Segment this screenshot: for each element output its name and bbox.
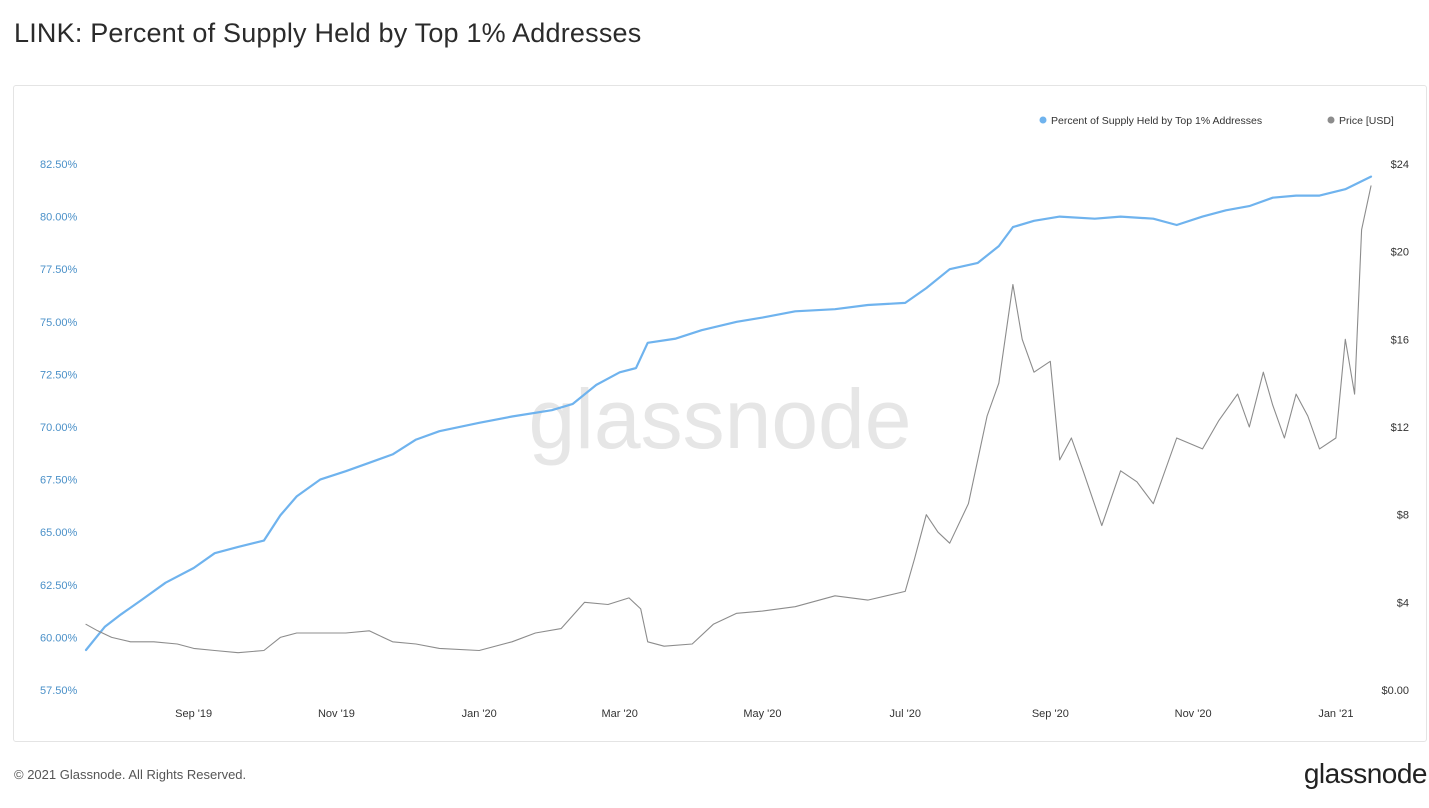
left-tick-label: 77.50%	[40, 264, 78, 276]
x-tick-label: Sep '19	[175, 708, 212, 720]
x-tick-label: Jan '21	[1318, 708, 1353, 720]
right-tick-label: $0.00	[1381, 685, 1409, 697]
x-tick-label: May '20	[743, 708, 781, 720]
right-tick-label: $8	[1397, 510, 1409, 522]
right-tick-label: $16	[1391, 334, 1409, 346]
x-tick-label: Jul '20	[889, 708, 920, 720]
x-axis: Sep '19 Nov '19 Jan '20 Mar '20 May '20 Jul '…	[175, 708, 1353, 720]
glassnode-logo[interactable]: glassnode	[1303, 758, 1428, 789]
right-axis: $0.00 $4 $8 $12 $16 $20 $24	[1381, 159, 1409, 697]
left-tick-label: 80.00%	[40, 212, 78, 224]
left-axis: 57.50% 60.00% 62.50% 65.00% 67.50% 70.00% 72.5…	[40, 159, 78, 697]
left-tick-label: 60.00%	[40, 632, 78, 644]
chart-frame: glassnode Percent of Supply Held by Top …	[13, 85, 1427, 742]
chart-svg: glassnode Percent of Supply Held by Top …	[40, 115, 1409, 720]
legend-item-supply[interactable]: Percent of Supply Held by Top 1% Address…	[1039, 115, 1263, 127]
x-tick-label: Jan '20	[462, 708, 497, 720]
price-series-line	[85, 185, 1372, 654]
legend-label-supply: Percent of Supply Held by Top 1% Address…	[1051, 115, 1262, 127]
page-title: LINK: Percent of Supply Held by Top 1% A…	[14, 18, 642, 48]
left-tick-label: 65.00%	[40, 527, 78, 539]
x-tick-label: Sep '20	[1032, 708, 1069, 720]
supply-series-line	[84, 175, 1373, 652]
right-tick-label: $4	[1397, 597, 1409, 609]
left-tick-label: 62.50%	[40, 580, 78, 592]
watermark: glassnode	[529, 372, 912, 466]
x-tick-label: Mar '20	[601, 708, 637, 720]
right-tick-label: $24	[1391, 159, 1409, 171]
x-tick-label: Nov '19	[318, 708, 355, 720]
left-tick-label: 75.00%	[40, 317, 78, 329]
right-tick-label: $12	[1391, 422, 1409, 434]
left-tick-label: 72.50%	[40, 369, 78, 381]
legend-marker-price	[1327, 116, 1335, 124]
legend: Percent of Supply Held by Top 1% Address…	[1039, 115, 1394, 127]
left-tick-label: 57.50%	[40, 685, 78, 697]
left-tick-label: 82.50%	[40, 159, 78, 171]
x-tick-label: Nov '20	[1175, 708, 1212, 720]
right-tick-label: $20	[1391, 247, 1409, 259]
legend-label-price: Price [USD]	[1339, 115, 1394, 127]
left-tick-label: 67.50%	[40, 475, 78, 487]
legend-marker-supply	[1039, 116, 1047, 124]
series-layer	[84, 175, 1373, 654]
legend-item-price[interactable]: Price [USD]	[1327, 115, 1394, 127]
footer-copyright: © 2021 Glassnode. All Rights Reserved.	[14, 767, 247, 782]
left-tick-label: 70.00%	[40, 422, 78, 434]
